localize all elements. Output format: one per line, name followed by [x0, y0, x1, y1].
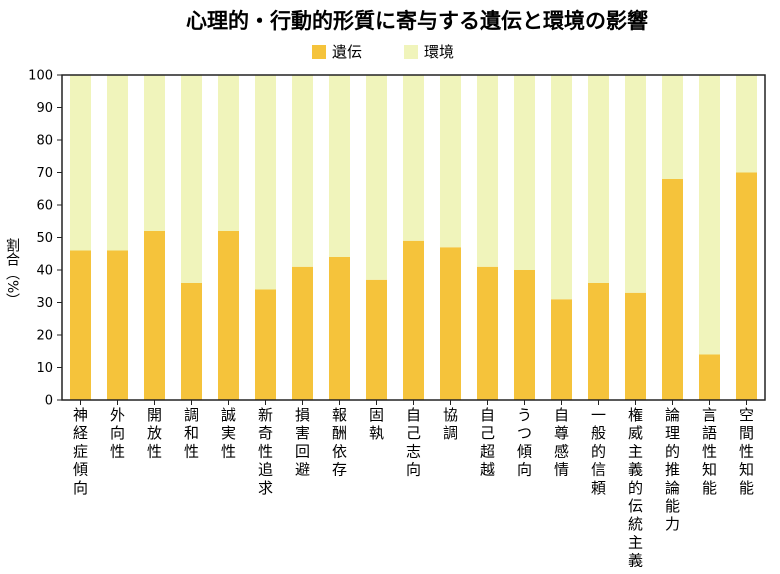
y-axis-ticks: 0 10 20 30 40 50 60 70 80 90 100 — [28, 69, 62, 409]
x-tick-label: 自己志向 — [406, 406, 421, 479]
bar-genetic-0 — [70, 250, 91, 400]
bar-environment-18 — [736, 75, 757, 173]
bar-environment-8 — [366, 75, 387, 280]
y-tick-label: 100 — [28, 69, 53, 84]
x-tick-label: 調和性 — [184, 406, 199, 460]
bar-environment-1 — [107, 75, 128, 251]
bar-environment-12 — [514, 75, 535, 270]
bar-environment-4 — [218, 75, 239, 231]
bar-genetic-18 — [736, 172, 757, 400]
y-tick-label: 0 — [45, 394, 53, 409]
bar-environment-11 — [477, 75, 498, 267]
bar-genetic-13 — [551, 299, 572, 400]
x-tick-label: 外向性 — [110, 406, 125, 460]
bar-genetic-2 — [144, 231, 165, 400]
bar-genetic-8 — [366, 279, 387, 400]
x-tick-label: 誠実性 — [221, 406, 236, 460]
bar-genetic-3 — [181, 283, 202, 400]
x-tick-label: 報酬依存 — [332, 406, 347, 479]
bar-environment-6 — [292, 75, 313, 267]
x-tick-label: 損害回避 — [295, 406, 310, 479]
x-tick-label: 固執 — [369, 406, 384, 442]
bar-genetic-10 — [440, 247, 461, 400]
x-tick-label: 神経症傾向 — [73, 406, 88, 497]
bar-environment-9 — [403, 75, 424, 241]
bar-genetic-5 — [255, 289, 276, 400]
bar-environment-15 — [625, 75, 646, 293]
legend-label-environment: 環境 — [424, 43, 454, 61]
bar-genetic-14 — [588, 283, 609, 400]
bar-genetic-12 — [514, 270, 535, 400]
y-tick-label: 50 — [36, 231, 53, 246]
y-tick-label: 30 — [36, 296, 53, 311]
bar-environment-3 — [181, 75, 202, 283]
x-tick-label: 自尊感情 — [554, 406, 569, 479]
bar-environment-17 — [699, 75, 720, 355]
y-tick-label: 20 — [36, 329, 53, 344]
bar-genetic-4 — [218, 231, 239, 400]
y-axis-label: 割合（%） — [4, 237, 20, 307]
bar-genetic-7 — [329, 257, 350, 400]
bar-genetic-9 — [403, 240, 424, 400]
legend: 遺伝 環境 — [312, 43, 454, 61]
bar-environment-2 — [144, 75, 165, 231]
bar-genetic-6 — [292, 266, 313, 400]
y-tick-label: 90 — [36, 101, 53, 116]
bar-environment-7 — [329, 75, 350, 257]
x-tick-label: 協調 — [443, 406, 458, 442]
chart-title: 心理的・行動的形質に寄与する遺伝と環境の影響 — [186, 9, 648, 33]
y-tick-label: 70 — [36, 166, 53, 181]
y-tick-label: 10 — [36, 361, 53, 376]
bar-environment-14 — [588, 75, 609, 283]
legend-swatch-environment — [404, 45, 418, 59]
legend-label-genetic: 遺伝 — [332, 43, 362, 61]
bar-genetic-11 — [477, 266, 498, 400]
bar-genetic-15 — [625, 292, 646, 400]
x-axis-labels: 神経症傾向 外向性 開放性 調和性 誠実性 新奇性追求 損害回避 報酬依存 固執 自己志向 協調自己… — [73, 400, 754, 570]
bar-environment-13 — [551, 75, 572, 300]
x-tick-label: 開放性 — [147, 406, 162, 460]
bar-genetic-16 — [662, 179, 683, 400]
bar-environment-10 — [440, 75, 461, 248]
bar-environment-0 — [70, 75, 91, 251]
y-tick-label: 40 — [36, 264, 53, 279]
x-tick-label: 空間性知能 — [739, 406, 754, 497]
x-tick-label: 権威主義的伝統主義 — [628, 406, 643, 570]
bars — [70, 75, 757, 400]
x-tick-label: 自己超越 — [480, 406, 495, 479]
y-tick-label: 80 — [36, 134, 53, 149]
bar-environment-5 — [255, 75, 276, 290]
legend-swatch-genetic — [312, 45, 326, 59]
x-tick-label: 新奇性追求 — [258, 406, 273, 497]
x-tick-label: 一般的信頼 — [591, 406, 606, 497]
bar-genetic-1 — [107, 250, 128, 400]
x-tick-label: 言語性知能 — [702, 406, 717, 497]
bar-genetic-17 — [699, 354, 720, 400]
y-tick-label: 60 — [36, 199, 53, 214]
x-tick-label: 論理的推論能力 — [665, 406, 680, 533]
x-tick-label: うつ傾向 — [517, 406, 532, 479]
bar-environment-16 — [662, 75, 683, 179]
